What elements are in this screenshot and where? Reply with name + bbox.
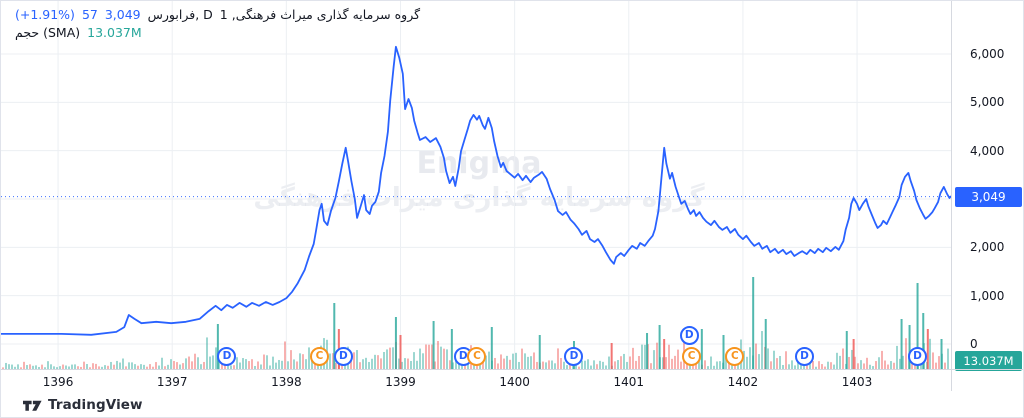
legend-last-price: 3,049 [104,7,141,22]
price-tick-label: 0 [970,337,978,351]
time-tick-label: 1400 [499,375,530,389]
event-marker-D[interactable]: D [679,326,699,345]
legend-symbol-row: (+1.91%) 57 3,049 فرابورس, D گروه سرمایه… [15,7,420,23]
last-price-badge: 3,049 [955,186,1022,207]
time-tick-label: 1399 [385,375,416,389]
event-marker-D[interactable]: D [217,347,237,366]
price-scale[interactable]: 3,049 13.037M 6,000 5,000 4,000 2,000 1,000 0 [951,1,1023,391]
time-tick-label: 1403 [841,375,873,389]
legend: (+1.91%) 57 3,049 فرابورس, D گروه سرمایه… [15,7,420,41]
legend-change-value: 57 [81,7,98,22]
price-scale-border [951,1,952,391]
tradingview-attribution[interactable]: TradingView [23,397,143,413]
event-marker-D[interactable]: D [333,347,353,366]
legend-volume-label[interactable]: حجم (SMA) [15,25,81,40]
price-tick-label: 5,000 [970,95,1005,110]
event-marker-D[interactable]: D [795,347,815,366]
event-marker-C[interactable]: C [467,347,487,366]
time-tick-label: 1398 [271,375,302,389]
price-tick-label: 1,000 [970,288,1005,303]
price-tick-label: 2,000 [970,240,1005,255]
time-tick-label: 1397 [156,375,188,389]
time-tick-label: 1396 [42,375,74,389]
legend-exchange-interval[interactable]: فرابورس, D [147,7,213,22]
legend-change-percent: (+1.91%) [15,7,75,22]
event-marker-C[interactable]: C [682,347,702,366]
event-marker-D[interactable]: D [564,347,584,366]
time-axis[interactable]: 1396 1397 1398 1399 1400 1401 1402 1403 [1,370,951,391]
legend-volume-value: 13.037M [87,25,142,40]
tradingview-logo-icon [23,400,42,411]
price-tick-label: 6,000 [970,47,1005,62]
time-tick-label: 1402 [727,375,759,389]
price-line-series [1,45,952,336]
event-marker-D[interactable]: D [908,347,928,366]
tradingview-brand-text: TradingView [48,397,143,413]
time-axis-border [1,369,1023,370]
event-marker-C[interactable]: C [309,347,329,366]
legend-volume-row: حجم (SMA) 13.037M [15,25,420,41]
volume-badge: 13.037M [955,351,1022,371]
legend-symbol-title[interactable]: گروه سرمایه گذاری میراث فرهنگی, 1 [219,7,421,22]
price-tick-label: 4,000 [970,143,1005,158]
time-tick-label: 1401 [613,375,645,389]
event-marker-C[interactable]: C [725,347,745,366]
